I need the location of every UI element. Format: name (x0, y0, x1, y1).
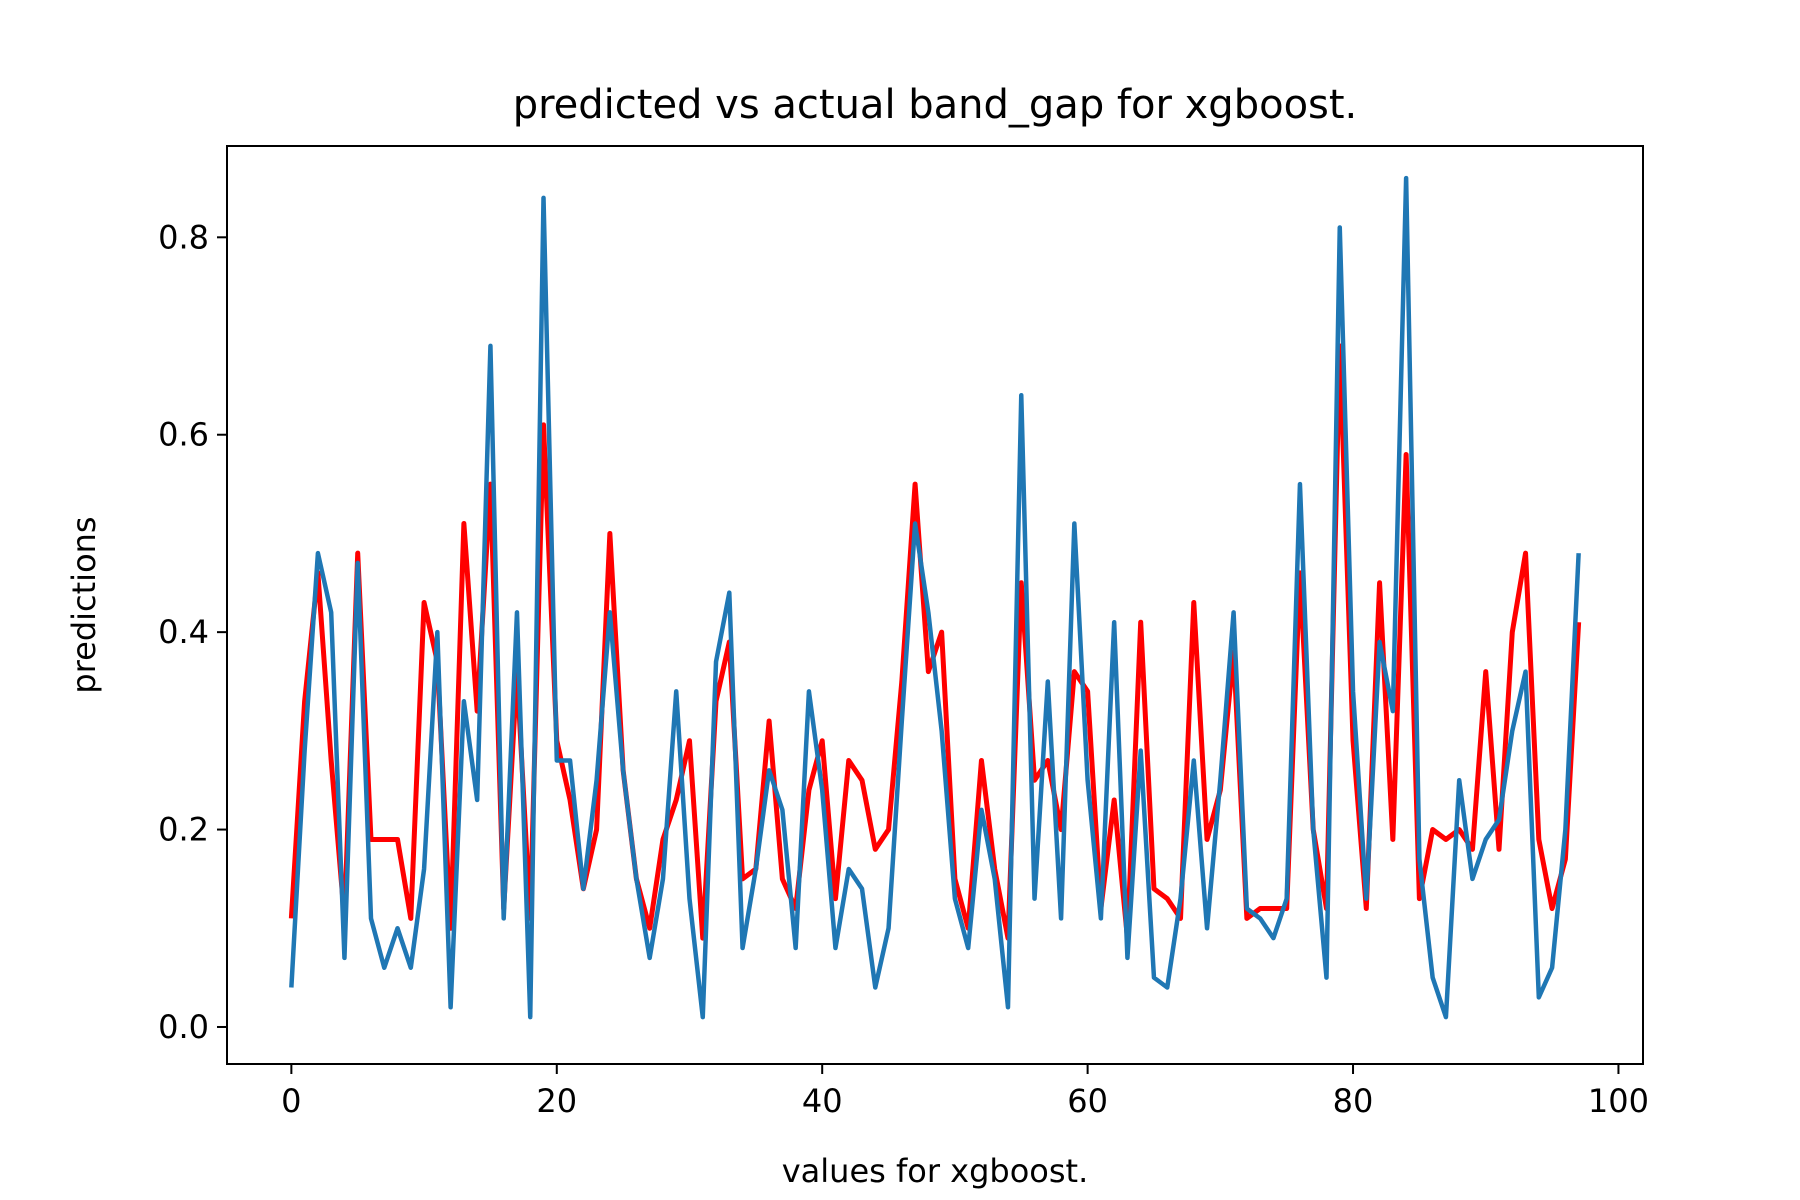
plot-frame (226, 145, 1644, 1065)
y-tick-label: 0.2 (158, 811, 209, 849)
x-tick-label: 100 (1588, 1082, 1649, 1120)
x-tick-label: 40 (802, 1082, 843, 1120)
x-axis-title: values for xgboost. (782, 1152, 1089, 1190)
x-tick-label: 20 (536, 1082, 577, 1120)
series-layer (288, 175, 1582, 1020)
y-tick-label: 0.0 (158, 1008, 209, 1046)
y-tick-label: 0.8 (158, 218, 209, 256)
y-axis-title: predictions (65, 516, 103, 693)
chart-title: predicted vs actual band_gap for xgboost… (513, 82, 1358, 128)
x-tick-label: 0 (281, 1082, 301, 1120)
y-tick-label: 0.4 (158, 613, 209, 651)
x-tick-label: 80 (1333, 1082, 1374, 1120)
series-line-1 (288, 343, 1582, 941)
ticks-layer: 0 20 40 60 80 100 0.0 0.2 0.4 0.6 0.8 (158, 218, 1649, 1120)
x-tick-label: 60 (1067, 1082, 1108, 1120)
y-tick-label: 0.6 (158, 416, 209, 454)
series-line-2 (289, 175, 1581, 1020)
